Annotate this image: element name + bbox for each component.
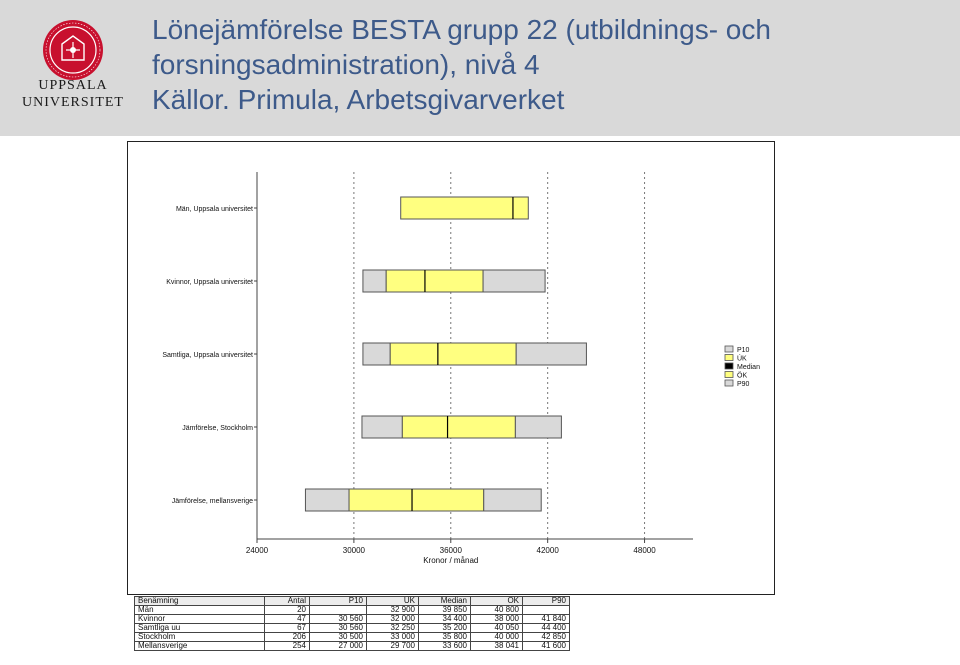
page-title: Lönejämförelse BESTA grupp 22 (utbildnin… bbox=[152, 12, 952, 117]
bar-interquartile-segment bbox=[400, 196, 529, 220]
bar-p10-segment bbox=[304, 488, 350, 512]
bar-interquartile-segment bbox=[385, 269, 484, 293]
column-header: Benämning bbox=[134, 596, 265, 606]
legend-label: P90 bbox=[737, 381, 750, 388]
table-cell: 27 000 bbox=[309, 641, 367, 651]
x-tick-label: 24000 bbox=[246, 546, 269, 555]
x-tick-label: 36000 bbox=[440, 546, 463, 555]
table-cell: 33 600 bbox=[418, 641, 471, 651]
bar-p10-segment bbox=[362, 269, 387, 293]
legend-swatch bbox=[724, 362, 734, 370]
table-cell: 254 bbox=[264, 641, 310, 651]
salary-table: Benämning Antal P10 UK Median OK P90 Män… bbox=[134, 596, 570, 651]
table-cell: 29 700 bbox=[366, 641, 419, 651]
table-cell: Mellansverige bbox=[134, 641, 265, 651]
column-header: P90 bbox=[522, 596, 570, 606]
legend-label: Median bbox=[737, 364, 760, 371]
x-tick-label: 42000 bbox=[537, 546, 560, 555]
university-seal-icon bbox=[43, 20, 103, 80]
bar-p90-segment bbox=[515, 342, 587, 366]
table-cell: 41 600 bbox=[522, 641, 570, 651]
title-line-1: Lönejämförelse BESTA grupp 22 (utbildnin… bbox=[152, 14, 771, 45]
legend-swatch bbox=[724, 379, 734, 387]
table-row: Mellansverige 254 27 000 29 700 33 600 38 041… bbox=[134, 641, 570, 651]
x-axis-label: Kronor / månad bbox=[423, 556, 478, 565]
x-tick-label: 48000 bbox=[633, 546, 656, 555]
salary-comparison-chart: 24000 30000 36000 42000 48000 Kronor / månad M… bbox=[162, 172, 760, 565]
table-cell: 38 041 bbox=[470, 641, 523, 651]
category-label: Jämförelse, mellansverige bbox=[172, 498, 253, 505]
bar-p90-segment bbox=[482, 269, 546, 293]
title-line-3: Källor. Primula, Arbetsgivarverket bbox=[152, 84, 565, 115]
bar-interquartile-segment bbox=[401, 415, 516, 439]
x-tick-label: 30000 bbox=[343, 546, 366, 555]
legend-label: ÖK bbox=[737, 372, 747, 380]
slide-header: UPPSALA UNIVERSITET Lönejämförelse BESTA… bbox=[0, 0, 960, 136]
bar-interquartile-segment bbox=[389, 342, 517, 366]
category-label: Jämförelse, Stockholm bbox=[182, 425, 253, 432]
bar-p90-segment bbox=[514, 415, 562, 439]
legend-label: ÚK bbox=[737, 354, 747, 363]
column-header: P10 bbox=[309, 596, 367, 606]
category-label: Män, Uppsala universitet bbox=[176, 206, 253, 213]
legend-swatch bbox=[724, 371, 734, 378]
bar-p90-segment bbox=[483, 488, 542, 512]
table-header-row: Benämning Antal P10 UK Median OK P90 bbox=[134, 596, 570, 606]
legend-swatch bbox=[724, 345, 734, 353]
logo-line-universitet: UNIVERSITET bbox=[22, 95, 124, 110]
table-row: Kvinnor 47 30 560 32 000 34 400 38 000 41 840 bbox=[134, 614, 570, 624]
table-row: Stockholm 206 30 500 33 000 35 800 40 000 42 8… bbox=[134, 632, 570, 642]
table-row: Samtliga uu 67 30 560 32 250 35 200 40 050 44 … bbox=[134, 623, 570, 633]
category-label: Samtliga, Uppsala universitet bbox=[162, 352, 253, 359]
title-line-2: forsningsadministration), nivå 4 bbox=[152, 49, 540, 80]
legend-label: P10 bbox=[737, 347, 750, 354]
bar-interquartile-segment bbox=[348, 488, 485, 512]
legend-swatch bbox=[724, 354, 734, 361]
category-label: Kvinnor, Uppsala universitet bbox=[166, 279, 253, 286]
bar-p10-segment bbox=[361, 415, 403, 439]
logo-line-uppsala: UPPSALA bbox=[38, 78, 108, 93]
chart-frame: 24000 30000 36000 42000 48000 Kronor / månad M… bbox=[127, 141, 775, 595]
bar-p10-segment bbox=[362, 342, 391, 366]
